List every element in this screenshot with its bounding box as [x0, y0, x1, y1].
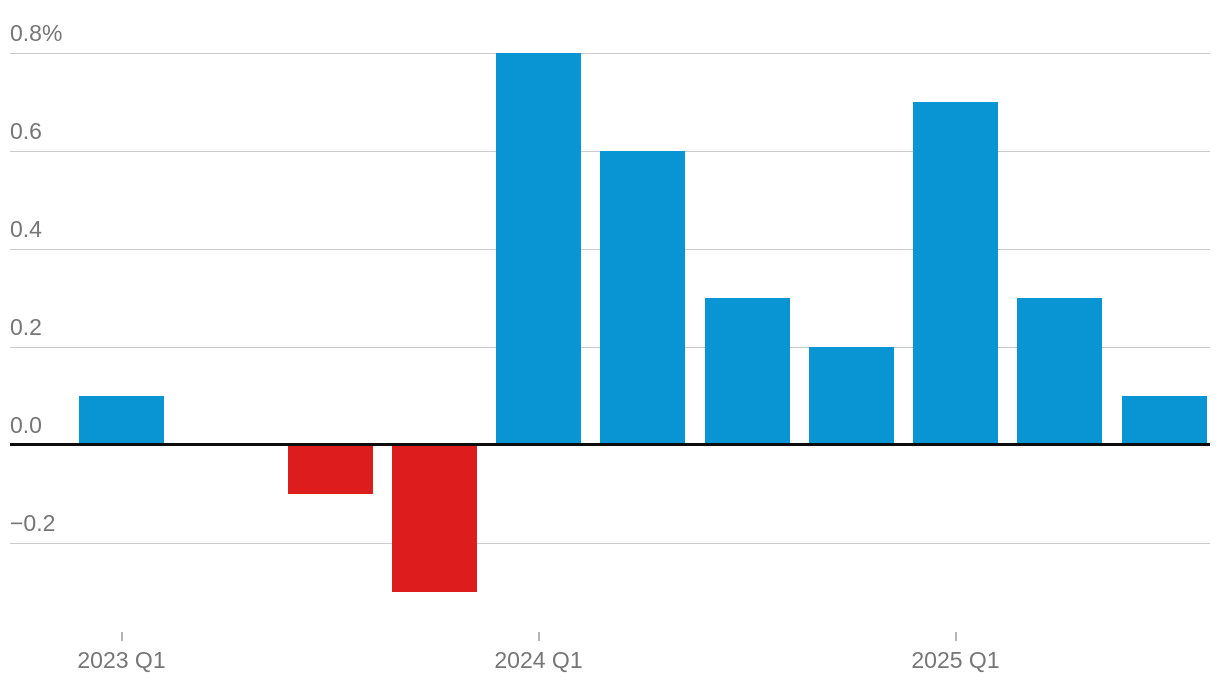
y-axis-tick-label: 0.6: [10, 118, 42, 144]
y-gridline: [10, 53, 1210, 54]
x-axis-tick: [954, 632, 957, 641]
x-axis-tick: [120, 632, 123, 641]
x-axis-tick-label: 2023 Q1: [77, 647, 166, 673]
x-axis-tick-label: 2024 Q1: [494, 647, 583, 673]
y-axis-tick-label: 0.4: [10, 216, 42, 242]
bar-positive: [809, 347, 894, 445]
bar-positive: [496, 53, 581, 445]
y-axis-tick-label: 0.2: [10, 314, 42, 340]
y-axis-tick-label: −0.2: [10, 510, 56, 536]
bar-positive: [600, 151, 685, 445]
y-gridline: [10, 543, 1210, 544]
zero-axis-line: [10, 443, 1210, 446]
bar-positive: [1122, 396, 1207, 445]
bar-negative: [392, 445, 477, 592]
y-axis-tick-label: 0.8%: [10, 20, 63, 46]
bar-positive: [1017, 298, 1102, 445]
y-axis-tick-label: 0.0: [10, 412, 42, 438]
x-axis-tick: [537, 632, 540, 641]
bar-positive: [913, 102, 998, 445]
bar-positive: [705, 298, 790, 445]
bar-negative: [288, 445, 373, 494]
x-axis-tick-label: 2025 Q1: [911, 647, 1000, 673]
bar-positive: [79, 396, 164, 445]
